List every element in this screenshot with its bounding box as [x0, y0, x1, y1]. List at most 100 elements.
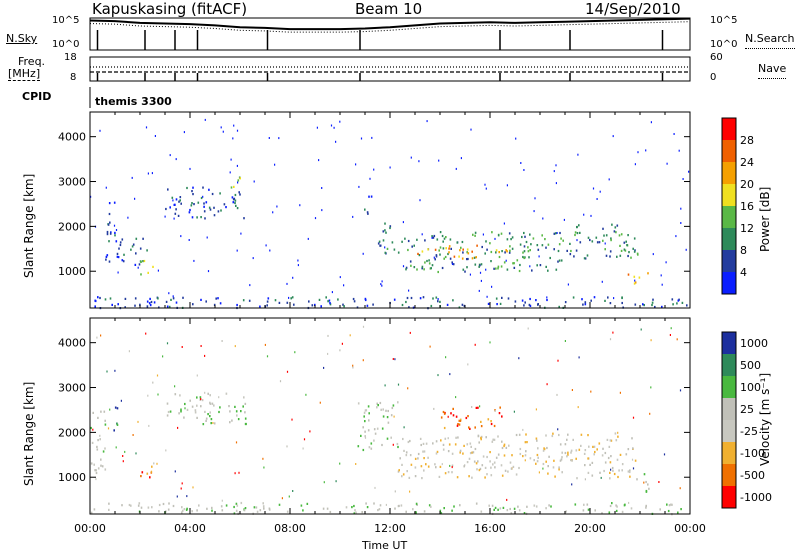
echo-cell [589, 238, 591, 242]
echo-cell [474, 447, 477, 451]
echo-noise-cell [650, 339, 652, 342]
echo-cell [478, 265, 480, 268]
echo-noise-cell [419, 199, 421, 202]
echo-cell [609, 471, 611, 474]
echo-cell [171, 196, 174, 199]
echo-cell [197, 201, 200, 204]
echo-cell [609, 477, 611, 480]
x-tick-label: 20:00 [574, 522, 606, 535]
echo-cell [328, 299, 331, 302]
echo-cell [473, 256, 476, 259]
echo-cell [613, 472, 616, 476]
x-tick-label: 00:00 [674, 522, 706, 535]
echo-cell [593, 445, 596, 448]
echo-noise-cell [128, 350, 130, 353]
echo-cell [584, 303, 587, 306]
echo-cell [193, 203, 195, 206]
echo-cell [529, 304, 532, 307]
echo-cell [530, 243, 532, 246]
echo-noise-cell [302, 447, 304, 450]
echo-cell [196, 416, 198, 419]
echo-noise-cell [534, 197, 536, 200]
echo-cell [267, 297, 270, 300]
echo-cell [497, 234, 500, 237]
colorbar-tick-label: 4 [740, 266, 747, 279]
echo-cell [169, 410, 172, 413]
echo-cell [108, 508, 110, 511]
echo-noise-cell [291, 418, 293, 421]
echo-cell [364, 420, 366, 423]
echo-noise-cell [309, 430, 311, 433]
echo-cell [378, 508, 381, 511]
echo-cell [233, 185, 235, 188]
colorbar-swatch [722, 118, 736, 140]
echo-cell [416, 268, 418, 271]
colorbar-tick-label: 20 [740, 178, 754, 191]
colorbar-swatch [722, 272, 736, 294]
echo-cell [153, 301, 156, 304]
echo-noise-cell [373, 168, 375, 171]
echo-cell [513, 262, 515, 265]
echo-cell [433, 234, 436, 238]
echo-cell [232, 201, 235, 204]
echo-cell [93, 508, 96, 511]
echo-cell [442, 410, 445, 414]
echo-noise-cell [555, 164, 557, 167]
echo-cell [200, 196, 203, 200]
echo-noise-cell [632, 416, 635, 419]
mhz-label: [MHz] [8, 67, 41, 81]
echo-cell [609, 504, 612, 508]
colorbar-swatch [722, 250, 736, 272]
echo-cell [441, 266, 444, 270]
echo-cell [430, 267, 432, 270]
echo-cell [266, 304, 268, 307]
echo-cell [466, 258, 468, 261]
echo-cell [113, 201, 116, 204]
echo-noise-cell [196, 374, 198, 377]
echo-cell [633, 275, 636, 278]
echo-noise-cell [533, 210, 535, 213]
echo-cell [391, 241, 394, 244]
echo-cell [566, 249, 568, 252]
echo-cell [409, 454, 412, 457]
echo-cell [377, 242, 380, 245]
echo-cell [179, 394, 181, 397]
echo-cell [447, 252, 449, 256]
echo-cell [410, 296, 413, 300]
echo-cell [201, 399, 204, 402]
echo-cell [386, 247, 389, 250]
echo-cell [676, 302, 678, 305]
echo-noise-cell [564, 340, 566, 342]
echo-cell [634, 249, 636, 252]
echo-noise-cell [204, 354, 206, 357]
echo-cell [430, 505, 432, 508]
echo-cell [293, 303, 295, 306]
echo-noise-cell [154, 135, 156, 137]
echo-cell [420, 443, 422, 447]
echo-cell [509, 461, 512, 464]
echo-cell [142, 237, 144, 240]
echo-cell [90, 511, 93, 514]
echo-cell [645, 504, 647, 507]
echo-cell [648, 487, 650, 490]
echo-cell [423, 457, 425, 460]
echo-noise-cell [157, 269, 159, 272]
echo-cell [542, 462, 545, 466]
echo-cell [614, 226, 617, 229]
echo-cell [439, 300, 441, 303]
echo-cell [572, 438, 574, 441]
echo-cell [234, 405, 236, 408]
echo-cell [104, 423, 107, 426]
echo-cell [366, 211, 369, 214]
echo-cell [167, 508, 170, 511]
echo-cell [677, 511, 679, 514]
echo-cell [634, 303, 637, 306]
echo-cell [545, 460, 547, 463]
echo-cell [567, 453, 569, 456]
echo-cell [492, 438, 494, 441]
velocity-x-ticks [89, 318, 691, 514]
echo-cell [554, 232, 557, 235]
echo-noise-cell [263, 466, 265, 469]
echo-cell [634, 281, 637, 284]
echo-cell [121, 504, 123, 507]
